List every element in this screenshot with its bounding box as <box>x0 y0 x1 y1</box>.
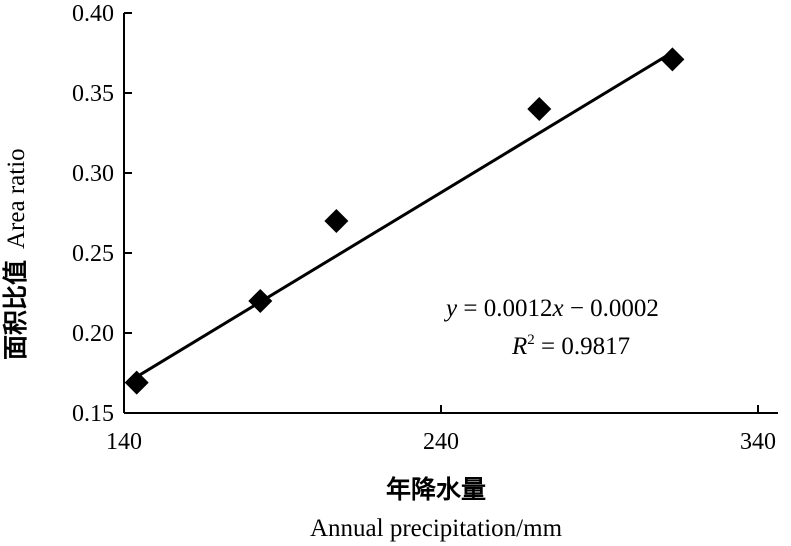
data-point-diamond <box>248 289 273 313</box>
y-tick-label: 0.25 <box>72 241 114 267</box>
r-sup: 2 <box>527 332 535 348</box>
regression-equation: y = 0.0012x − 0.0002 <box>443 295 659 322</box>
x-tick-label: 240 <box>423 429 459 455</box>
y-tick-label: 0.20 <box>72 321 114 347</box>
y-tick-label: 0.15 <box>72 401 114 427</box>
y-axis-label-cn: 面积比值 <box>2 260 30 360</box>
y-tick-label: 0.30 <box>72 161 114 187</box>
x-tick-label: 340 <box>740 429 776 455</box>
r-value: = 0.9817 <box>535 333 630 360</box>
y-tick-label: 0.40 <box>72 1 114 27</box>
x-axis-label-en: Annual precipitation/mm <box>310 515 563 542</box>
x-tick-label: 140 <box>106 429 142 455</box>
eq-coef: = 0.0012 <box>457 295 552 322</box>
eq-intercept: − 0.0002 <box>564 295 659 322</box>
data-points <box>124 47 685 395</box>
x-axis-ticks: 140 240 340 <box>106 405 776 455</box>
r-squared: R2 = 0.9817 <box>511 332 630 360</box>
data-point-diamond <box>527 97 552 121</box>
trendline <box>135 54 667 379</box>
x-axis-label-cn: 年降水量 <box>386 475 486 504</box>
r-var: R <box>511 333 527 360</box>
data-point-diamond <box>660 47 685 72</box>
eq-y-var: y <box>443 295 458 322</box>
eq-x-var: x <box>551 295 563 322</box>
y-axis-label-en: Area ratio <box>3 148 30 249</box>
data-point-diamond <box>124 370 149 395</box>
data-point-diamond <box>324 209 349 233</box>
y-axis-ticks: 0.15 0.20 0.25 0.30 0.35 0.40 <box>72 1 132 427</box>
y-axis-label: 面积比值 Area ratio <box>2 148 30 360</box>
y-tick-label: 0.35 <box>72 81 114 107</box>
